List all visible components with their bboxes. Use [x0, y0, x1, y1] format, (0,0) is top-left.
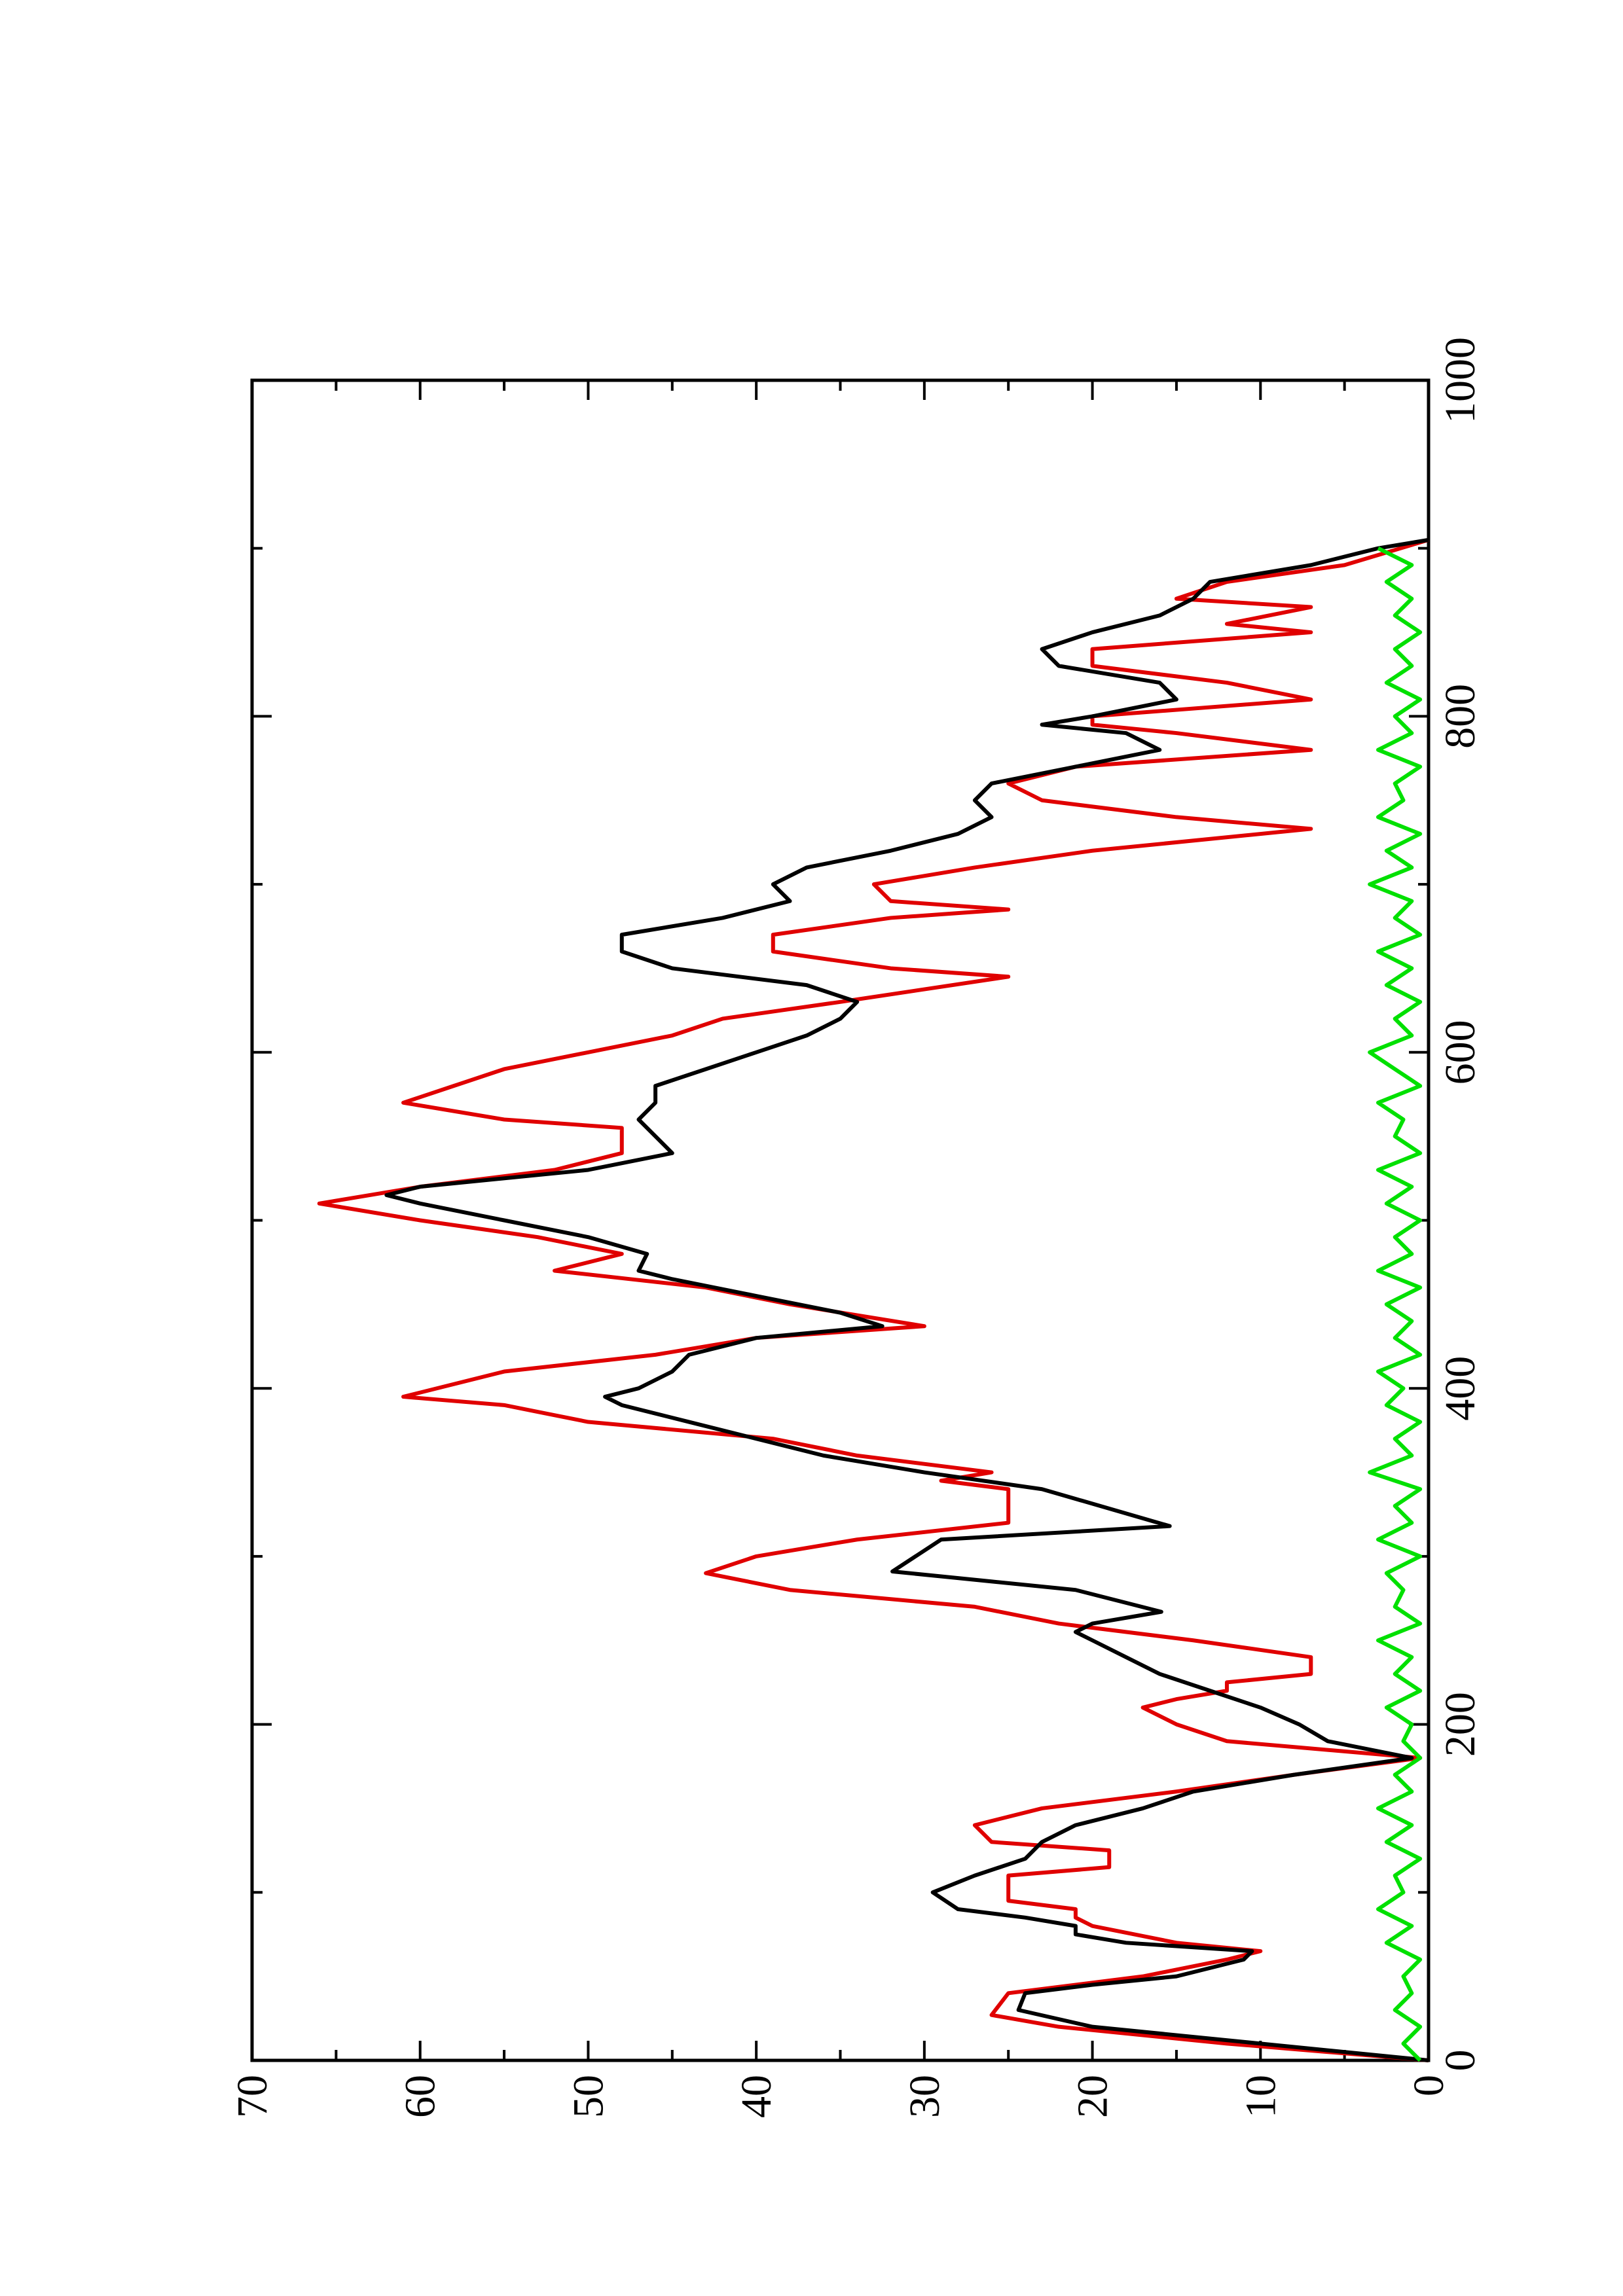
x-tick-label: 600 [1436, 1020, 1484, 1085]
y-tick-label: 30 [901, 2075, 949, 2118]
x-tick-label: 200 [1436, 1692, 1484, 1757]
y-tick-label: 10 [1237, 2075, 1285, 2118]
series-line [384, 537, 1429, 2062]
x-tick-label: 800 [1436, 684, 1484, 749]
series-line [1368, 547, 1423, 2062]
x-tick-label: 400 [1436, 1356, 1484, 1421]
y-tick-label: 0 [1405, 2075, 1453, 2096]
plot: 0 200 400 600 800 1000 0 10 20 30 40 50 60 70 [228, 337, 1484, 2118]
y-tick-label: 40 [733, 2075, 780, 2118]
y-tick-label: 70 [228, 2075, 276, 2118]
x-tick-label: 1000 [1436, 337, 1484, 423]
y-tick-label: 60 [397, 2075, 445, 2118]
y-tick-label: 20 [1069, 2075, 1117, 2118]
y-tick-label: 50 [564, 2075, 612, 2118]
x-tick-label: 0 [1436, 2050, 1484, 2072]
